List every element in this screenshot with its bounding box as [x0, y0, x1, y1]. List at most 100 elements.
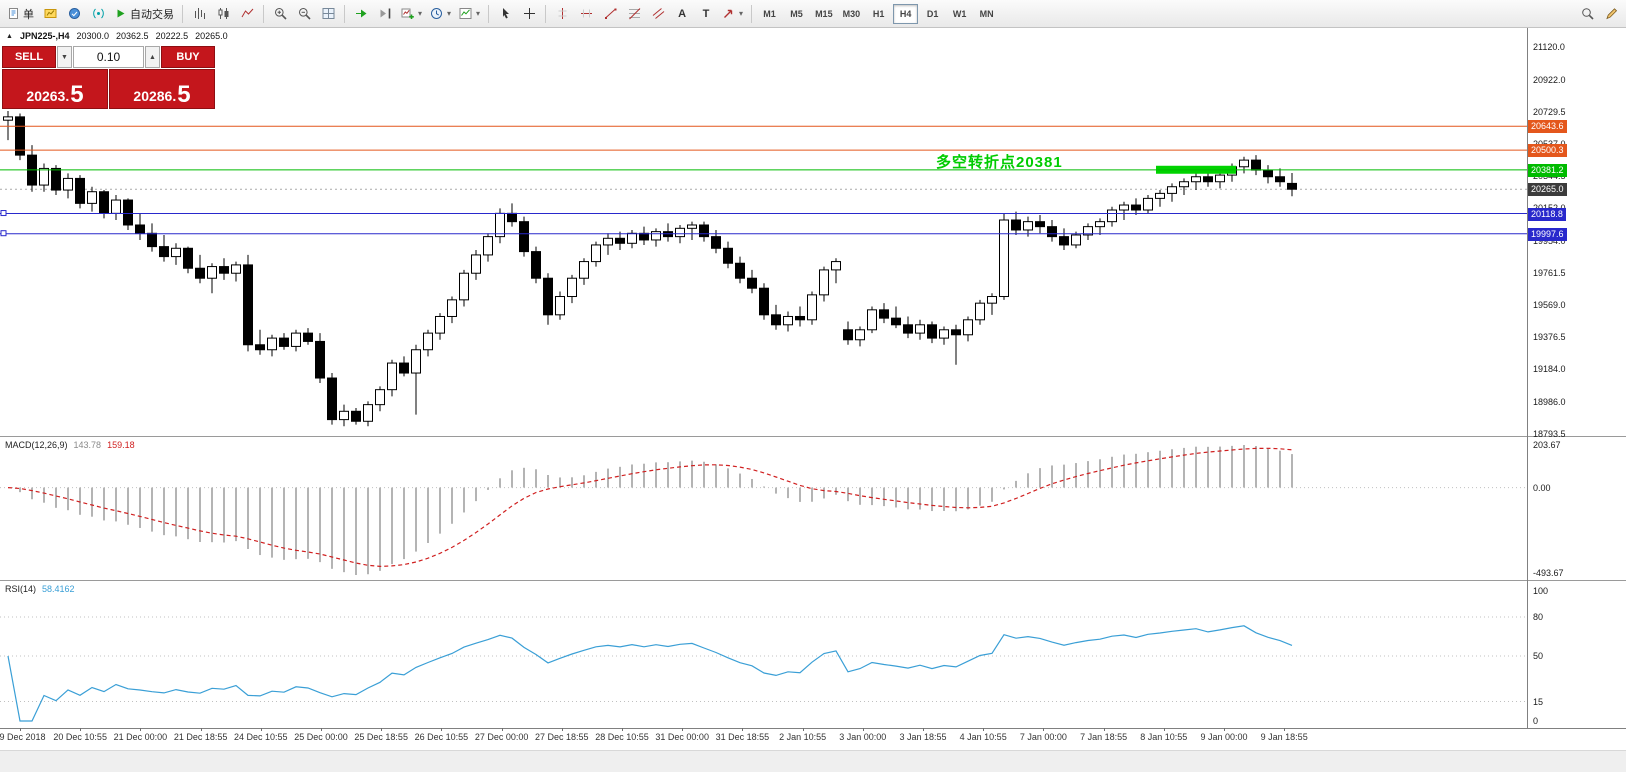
line-chart-button[interactable] — [235, 3, 259, 25]
candle-body — [1179, 181, 1189, 188]
candle-body — [1083, 226, 1093, 236]
channel-button[interactable] — [646, 3, 670, 25]
candle-body — [843, 329, 853, 341]
zoom-in-button[interactable] — [268, 3, 292, 25]
crosshair-icon — [523, 8, 535, 19]
time-label: 19 Dec 2018 — [0, 732, 46, 742]
candle-body — [375, 389, 385, 406]
zoom-out-button[interactable] — [292, 3, 316, 25]
charts-button[interactable] — [38, 3, 62, 25]
timeframe-h4[interactable]: H4 — [893, 3, 919, 24]
buy-price-display[interactable]: 20286. 5 — [109, 69, 215, 109]
timeframe-m5[interactable]: M5 — [790, 8, 803, 19]
toolbar-separator — [182, 4, 183, 23]
candle-body — [267, 337, 277, 351]
time-label: 8 Jan 10:55 — [1140, 732, 1188, 742]
candle-body — [927, 324, 937, 339]
macd-header: MACD(12,26,9) 143.78 159.18 — [5, 440, 135, 450]
candle-body — [675, 227, 685, 238]
market-watch-button[interactable] — [62, 3, 86, 25]
auto-scroll-button[interactable] — [349, 3, 373, 25]
bar-chart-button[interactable] — [187, 3, 211, 25]
symbol-label: JPN225-,H4 — [19, 31, 70, 41]
crosshair-button[interactable] — [517, 3, 541, 25]
horizontal-line-button[interactable] — [574, 3, 598, 25]
price-scale[interactable]: 21120.020922.020729.520537.020344.520152… — [1528, 28, 1626, 728]
rsi-scale-label: 15 — [1533, 696, 1544, 707]
line-anchor-marker[interactable] — [0, 230, 7, 237]
text-button[interactable]: A — [670, 3, 694, 25]
candle-body — [135, 224, 145, 234]
arrow-icon — [724, 9, 733, 18]
chart-shift-button[interactable] — [373, 3, 397, 25]
rsi-title: RSI(14) — [5, 584, 37, 594]
line-anchor-marker[interactable] — [0, 210, 7, 217]
zoom-in-icon — [274, 8, 287, 20]
candle-body — [1251, 159, 1261, 171]
candle-body — [1155, 192, 1165, 199]
one-click-collapse-icon[interactable]: ▲ — [6, 32, 13, 40]
time-label: 7 Jan 00:00 — [1019, 732, 1067, 742]
lot-decrease-button[interactable]: ▼ — [57, 46, 72, 68]
toolbar-separator — [263, 4, 264, 23]
candlestick-chart-button[interactable] — [211, 3, 235, 25]
time-tick — [1224, 728, 1225, 731]
new-chart-button[interactable]: ▾ — [397, 3, 426, 25]
main-chart[interactable] — [0, 28, 1527, 437]
high-value: 20362.5 — [116, 31, 149, 41]
timeframe-w1[interactable]: W1 — [952, 8, 967, 19]
timeframe-m1[interactable]: M1 — [763, 8, 776, 19]
vertical-line-button[interactable] — [550, 3, 574, 25]
macd-scale-label: -493.67 — [1533, 568, 1564, 578]
lot-increase-button[interactable]: ▲ — [145, 46, 160, 68]
indicators-button[interactable]: ▾ — [455, 3, 484, 25]
candle-body — [159, 246, 169, 258]
candle-body — [123, 199, 133, 226]
navigator-icon — [92, 8, 104, 19]
rsi-panel[interactable] — [0, 581, 1527, 728]
timeframe-d1[interactable]: D1 — [926, 8, 939, 19]
panel-divider[interactable] — [0, 436, 1626, 437]
buy-button[interactable]: BUY — [161, 46, 215, 68]
timeframe-m30[interactable]: M30 — [842, 8, 861, 19]
new-chart-icon — [401, 8, 414, 19]
dropdown-arrow-icon: ▾ — [418, 9, 423, 18]
candle-body — [795, 315, 805, 321]
tile-windows-icon — [322, 8, 334, 19]
edit-button[interactable] — [1599, 3, 1623, 25]
trendline-button[interactable] — [598, 3, 622, 25]
new-order-button[interactable]: 单 — [3, 3, 38, 25]
auto-scroll-icon — [355, 9, 366, 18]
candle-body — [759, 287, 769, 316]
candle-body — [1131, 204, 1141, 211]
timeframe-m15[interactable]: M15 — [815, 8, 833, 19]
arrows-button[interactable]: ▾ — [718, 3, 747, 25]
autotrading-button[interactable]: 自动交易 — [110, 3, 178, 25]
pivot-annotation[interactable]: 多空转折点20381 — [936, 154, 1063, 171]
timeframe-mn[interactable]: MN — [979, 8, 994, 19]
label-button[interactable]: T — [694, 3, 718, 25]
buy-price-big-digit: 5 — [177, 80, 191, 108]
navigator-button[interactable] — [86, 3, 110, 25]
search-button[interactable] — [1575, 3, 1599, 25]
sell-button[interactable]: SELL — [2, 46, 56, 68]
timeframe-h1[interactable]: H1 — [872, 8, 885, 19]
candle-body — [891, 317, 901, 326]
periods-button[interactable]: ▾ — [426, 3, 455, 25]
price-tick-label: 19954.0 — [1533, 235, 1566, 246]
tile-windows-button[interactable] — [316, 3, 340, 25]
fibonacci-button[interactable] — [622, 3, 646, 25]
time-axis[interactable]: 19 Dec 2018 20 Dec 10:55 21 Dec 00:00 21 De… — [0, 728, 1527, 749]
panel-divider[interactable] — [0, 580, 1626, 581]
price-tick-label: 19376.5 — [1533, 332, 1566, 343]
price-tick-label: 19569.0 — [1533, 300, 1566, 310]
candle-body — [387, 362, 397, 391]
cursor-button[interactable] — [493, 3, 517, 25]
time-label: 31 Dec 00:00 — [655, 732, 709, 742]
toolbar-separator — [751, 4, 753, 23]
lot-size-input[interactable]: 0.10 — [73, 46, 144, 68]
price-tick-label: 19761.5 — [1533, 267, 1566, 278]
toolbar-separator — [344, 4, 345, 23]
sell-price-display[interactable]: 20263. 5 — [2, 69, 108, 109]
macd-panel[interactable] — [0, 437, 1527, 580]
